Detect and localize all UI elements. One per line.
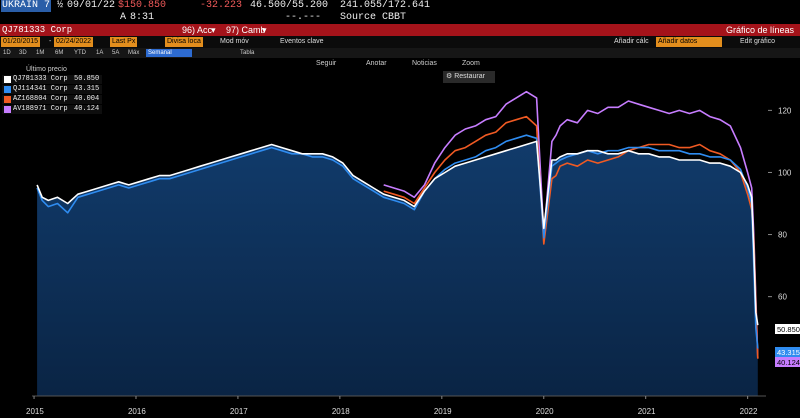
coupon-fraction: ½ [57, 0, 64, 11]
legend-series-value: 50.850 [74, 75, 100, 83]
x-tick-label: 2022 [740, 407, 758, 416]
end-value-label: 50.850 [777, 325, 800, 334]
mode-toggle[interactable]: Mod móv [220, 38, 249, 45]
currency-selector[interactable]: Divisa loca [165, 37, 203, 47]
period-1a[interactable]: 1A [96, 50, 104, 56]
time-prefix: A [120, 12, 127, 23]
series-line-qj114341[interactable] [36, 134, 759, 349]
add-data-field[interactable]: Añadir datos [656, 37, 722, 47]
end-value-label: 43.315 [777, 348, 800, 357]
field-selector[interactable]: Last Px [110, 37, 138, 47]
gear-icon: ⚙ [446, 73, 453, 80]
annotate-button[interactable]: Anotar [366, 60, 387, 67]
legend-item[interactable]: AZ168804 Corp 40.004 [2, 95, 102, 104]
series-area-fill [37, 141, 758, 396]
actions-menu[interactable]: 96) Acc [182, 25, 213, 35]
bid-ask: 46.500/55.200 [250, 0, 329, 11]
y-tick-label: 120 [778, 106, 792, 115]
frequency-selector[interactable]: Semanal [146, 49, 192, 57]
end-value-flag [775, 347, 800, 357]
actions-dropdown-icon[interactable]: ▾ [211, 25, 216, 35]
quote-line-2: A 8:31 --.--- Source CBBT [0, 12, 800, 24]
legend-swatch [4, 96, 11, 103]
legend-series-name: AV188971 Corp [13, 105, 68, 113]
x-tick-label: 2018 [332, 407, 350, 416]
period-ytd[interactable]: YTD [74, 50, 86, 56]
controls-bar: 01/20/2015 - 02/24/2022 Last Px Divisa l… [0, 36, 800, 48]
table-button[interactable]: Tabla [240, 50, 255, 56]
period-bar: 1D 3D 1M 6M YTD 1A 5A Máx Semanal Tabla [0, 48, 800, 58]
last-price: $150.850 [118, 0, 167, 11]
x-tick-label: 2019 [434, 407, 452, 416]
legend-series-name: QJ781333 Corp [13, 75, 68, 83]
quote-line: UKRAIN 7 ½ 09/01/22 $150.850 -32.223 46.… [0, 0, 800, 12]
series-line-az168804[interactable] [383, 115, 759, 359]
ticker[interactable]: UKRAIN 7 [1, 0, 52, 12]
news-button[interactable]: Noticias [412, 60, 437, 67]
price-change: -32.223 [200, 0, 243, 11]
date-separator: - [49, 38, 52, 45]
zoom-button[interactable]: Zoom [462, 60, 480, 67]
security-name[interactable]: QJ781333 Corp [2, 25, 73, 35]
x-tick-label: 2020 [536, 407, 554, 416]
price-source: Source CBBT [340, 12, 407, 23]
x-tick-label: 2015 [26, 407, 44, 416]
period-1m[interactable]: 1M [36, 50, 45, 56]
legend-series-name: QJ114341 Corp [13, 85, 68, 93]
quote-time: 8:31 [130, 12, 155, 23]
settings-dropdown-icon[interactable]: ▾ [262, 25, 267, 35]
series-line-av188971[interactable] [383, 90, 759, 359]
end-value-flag [775, 324, 800, 334]
series-line-qj781333[interactable] [36, 140, 759, 326]
legend-title: Último precio [26, 66, 67, 73]
legend-series-value: 40.004 [74, 95, 100, 103]
legend-item[interactable]: QJ781333 Corp 50.850 [2, 75, 102, 84]
end-value-flag [775, 357, 800, 367]
volume: 241.055/172.641 [340, 0, 431, 11]
x-tick-label: 2021 [638, 407, 656, 416]
period-1d[interactable]: 1D [3, 50, 11, 56]
settings-menu[interactable]: 97) Camb [226, 25, 266, 35]
follow-button[interactable]: Seguir [316, 60, 337, 67]
quote-date: 09/01/22 [67, 0, 116, 11]
legend-series-name: AZ168804 Corp [13, 95, 68, 103]
add-study-label[interactable]: Añadir cálc [614, 38, 649, 45]
events-toggle[interactable]: Eventos clave [280, 38, 324, 45]
legend-item[interactable]: AV188971 Corp 40.124 [2, 105, 102, 114]
y-tick-label: 80 [778, 231, 787, 240]
x-tick-label: 2017 [230, 407, 248, 416]
legend-swatch [4, 76, 11, 83]
start-date-field[interactable]: 01/20/2015 [1, 37, 41, 47]
end-date-field[interactable]: 02/24/2022 [54, 37, 94, 47]
edit-chart-button[interactable]: Edit gráfico [740, 38, 776, 45]
legend-swatch [4, 106, 11, 113]
y-tick-label: 100 [778, 168, 792, 177]
legend-item[interactable]: QJ114341 Corp 43.315 [2, 85, 102, 94]
period-6m[interactable]: 6M [55, 50, 64, 56]
x-tick-label: 2016 [128, 407, 146, 416]
restore-button[interactable]: ⚙ Restaurar [443, 71, 495, 83]
y-tick-label: 60 [778, 293, 787, 302]
menu-bar: QJ781333 Corp 96) Acc ▾ 97) Camb ▾ Gráfi… [0, 24, 800, 36]
period-3d[interactable]: 3D [19, 50, 27, 56]
legend-series-value: 43.315 [74, 85, 100, 93]
end-value-label: 40.124 [777, 358, 800, 367]
chart-title: Gráfico de líneas [726, 25, 795, 35]
period-5a[interactable]: 5A [112, 50, 120, 56]
legend-series-value: 40.124 [74, 105, 100, 113]
dashes: --.--- [285, 12, 322, 23]
restore-label: Restaurar [454, 73, 485, 80]
period-max[interactable]: Máx [128, 50, 140, 56]
legend-swatch [4, 86, 11, 93]
